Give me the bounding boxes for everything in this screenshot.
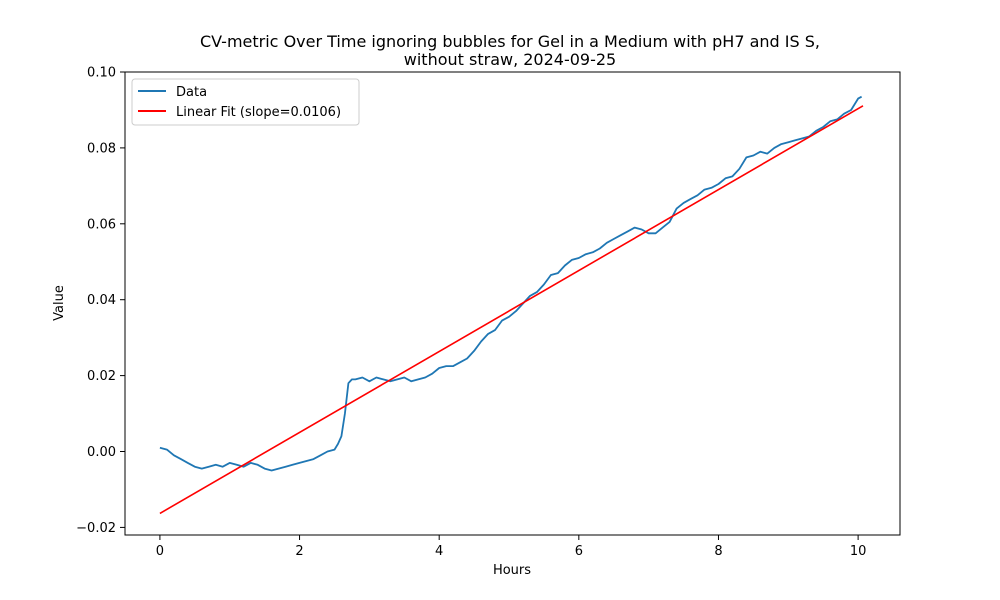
y-tick-label: 0.10 (87, 66, 116, 81)
y-tick-label: 0.08 (87, 141, 116, 156)
y-tick-label: 0.06 (87, 217, 116, 232)
x-tick-label: 8 (714, 544, 722, 559)
legend: Data Linear Fit (slope=0.0106) (131, 78, 360, 126)
x-tick-label: 10 (850, 544, 867, 559)
x-axis-label: Hours (493, 563, 531, 578)
y-tick-label: −0.02 (76, 521, 116, 536)
y-tick-label: 0.00 (87, 445, 116, 460)
x-axis-ticks: 0 2 4 6 8 10 (156, 535, 867, 559)
legend-label-data: Data (176, 85, 207, 100)
x-tick-label: 4 (435, 544, 443, 559)
x-tick-label: 2 (295, 544, 303, 559)
y-axis-label: Value (52, 285, 67, 321)
chart-title-line-1: CV-metric Over Time ignoring bubbles for… (200, 32, 820, 51)
y-tick-label: 0.02 (87, 369, 116, 384)
axes-frame (124, 71, 901, 536)
series-line-data (159, 95, 863, 472)
x-tick-label: 0 (156, 544, 164, 559)
y-tick-label: 0.04 (87, 293, 116, 308)
y-axis-ticks: −0.02 0.00 0.02 0.04 0.06 0.08 0.10 (76, 66, 125, 536)
x-tick-label: 6 (575, 544, 583, 559)
legend-label-linear-fit: Linear Fit (slope=0.0106) (176, 105, 341, 120)
plot-area (159, 95, 864, 515)
legend-box (131, 78, 360, 126)
series-line-linear-fit (159, 105, 864, 515)
chart-title-line-2: without straw, 2024-09-25 (404, 50, 616, 69)
